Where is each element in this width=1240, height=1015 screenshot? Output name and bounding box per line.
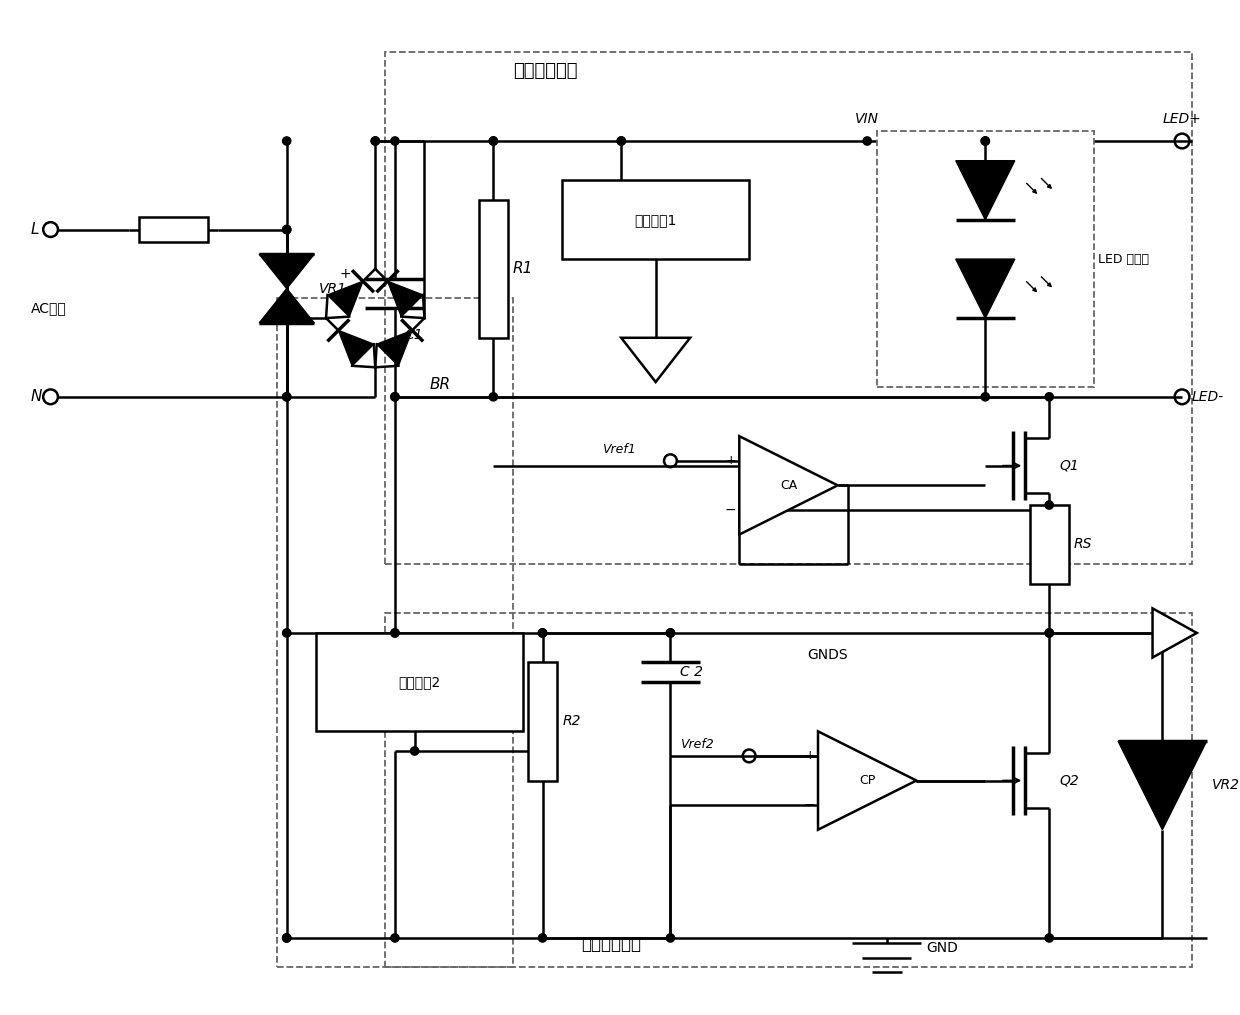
Circle shape [391,934,399,942]
Text: Vref1: Vref1 [601,443,635,456]
Circle shape [666,629,675,637]
Text: N: N [31,390,42,404]
Circle shape [538,629,547,637]
Text: +: + [725,455,737,467]
Text: VR1: VR1 [319,281,347,295]
Text: −: − [724,503,737,517]
Text: +: + [805,749,815,762]
Bar [528,663,557,781]
Polygon shape [259,254,314,288]
Text: VR2: VR2 [1211,779,1240,793]
Text: +: + [339,267,351,281]
Circle shape [371,137,379,145]
Polygon shape [377,331,412,365]
Bar [139,217,208,243]
Text: VIN: VIN [856,113,879,126]
Polygon shape [1118,741,1207,829]
Bar [877,131,1094,387]
Text: 过压关断电路: 过压关断电路 [582,935,641,953]
Polygon shape [818,732,916,829]
Text: GNDS: GNDS [807,648,848,662]
Polygon shape [327,281,363,317]
Text: 偏置电路2: 偏置电路2 [398,675,440,689]
Text: L: L [31,222,40,238]
Bar [562,181,749,259]
Circle shape [391,393,399,401]
Text: Q1: Q1 [1059,459,1079,473]
Circle shape [666,629,675,637]
Circle shape [391,629,399,637]
Circle shape [371,137,379,145]
Circle shape [618,137,625,145]
Circle shape [666,934,675,942]
Circle shape [283,225,291,233]
Circle shape [981,393,990,401]
Text: 偏置电路1: 偏置电路1 [635,213,677,226]
Polygon shape [621,338,691,382]
Text: GND: GND [926,941,959,955]
Bar [386,613,1192,967]
Circle shape [283,393,291,401]
Circle shape [391,393,399,401]
Text: LED-: LED- [1192,390,1224,404]
Text: Q2: Q2 [1059,773,1079,788]
Circle shape [1045,629,1053,637]
Text: Vref2: Vref2 [681,738,714,751]
Polygon shape [388,281,423,317]
Bar [386,53,1192,564]
Circle shape [1045,501,1053,510]
Circle shape [410,747,419,755]
Circle shape [391,629,399,637]
Bar [1029,505,1069,584]
Text: −: − [804,798,815,812]
Text: 恒流控制电路: 恒流控制电路 [513,62,578,80]
Circle shape [981,137,990,145]
Circle shape [490,137,497,145]
Text: C1: C1 [404,328,423,342]
Text: RS: RS [1074,537,1092,551]
Circle shape [1045,393,1053,401]
Bar [277,298,513,967]
Text: CA: CA [780,479,797,492]
Circle shape [863,137,872,145]
Circle shape [1045,934,1053,942]
Polygon shape [739,436,838,535]
Circle shape [1045,629,1053,637]
Text: LED 芯片组: LED 芯片组 [1099,253,1149,266]
Bar [479,200,508,338]
Circle shape [490,393,497,401]
Text: C 2: C 2 [681,665,703,679]
Circle shape [391,137,399,145]
Text: LED+: LED+ [1163,113,1202,126]
Circle shape [538,629,547,637]
Circle shape [283,393,291,401]
Circle shape [538,934,547,942]
Circle shape [283,629,291,637]
Polygon shape [1152,608,1197,658]
Bar [316,633,523,732]
Circle shape [981,137,990,145]
Text: R2: R2 [562,715,580,729]
Polygon shape [259,288,314,323]
Text: AC输入: AC输入 [31,301,67,316]
Text: R1: R1 [513,262,533,276]
Polygon shape [956,160,1014,219]
Circle shape [490,137,497,145]
Circle shape [283,137,291,145]
Circle shape [283,225,291,233]
Circle shape [618,137,625,145]
Text: CP: CP [859,774,875,787]
Text: BR: BR [429,378,450,392]
Circle shape [283,934,291,942]
Circle shape [283,934,291,942]
Polygon shape [956,259,1014,318]
Polygon shape [339,331,373,365]
